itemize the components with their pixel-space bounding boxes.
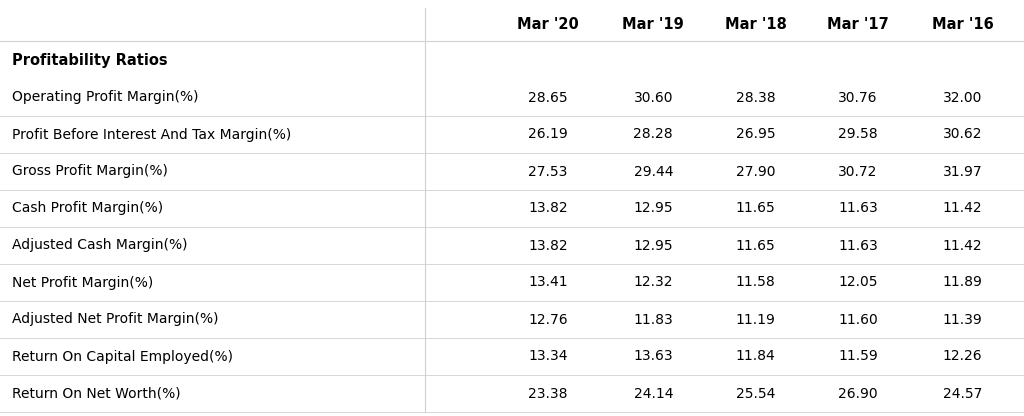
- Text: 11.59: 11.59: [839, 349, 878, 364]
- Text: 11.65: 11.65: [736, 201, 775, 215]
- Text: Profit Before Interest And Tax Margin(%): Profit Before Interest And Tax Margin(%): [12, 127, 292, 141]
- Text: Adjusted Cash Margin(%): Adjusted Cash Margin(%): [12, 238, 187, 253]
- Text: 30.60: 30.60: [634, 91, 673, 104]
- Text: Profitability Ratios: Profitability Ratios: [12, 52, 168, 67]
- Text: 31.97: 31.97: [943, 164, 982, 178]
- Text: 32.00: 32.00: [943, 91, 982, 104]
- Text: 13.82: 13.82: [528, 201, 567, 215]
- Text: Adjusted Net Profit Margin(%): Adjusted Net Profit Margin(%): [12, 312, 219, 327]
- Text: 11.84: 11.84: [736, 349, 775, 364]
- Text: 29.58: 29.58: [839, 127, 878, 141]
- Text: 26.95: 26.95: [736, 127, 775, 141]
- Text: Mar '17: Mar '17: [827, 17, 889, 32]
- Text: 12.95: 12.95: [634, 238, 673, 253]
- Text: 11.19: 11.19: [736, 312, 775, 327]
- Text: 13.41: 13.41: [528, 275, 567, 290]
- Text: Mar '19: Mar '19: [623, 17, 684, 32]
- Text: 11.63: 11.63: [839, 238, 878, 253]
- Text: 11.83: 11.83: [634, 312, 673, 327]
- Text: 30.62: 30.62: [943, 127, 982, 141]
- Text: 24.57: 24.57: [943, 386, 982, 401]
- Text: 23.38: 23.38: [528, 386, 567, 401]
- Text: 29.44: 29.44: [634, 164, 673, 178]
- Text: Return On Net Worth(%): Return On Net Worth(%): [12, 386, 181, 401]
- Text: Mar '20: Mar '20: [517, 17, 579, 32]
- Text: 12.32: 12.32: [634, 275, 673, 290]
- Text: 27.90: 27.90: [736, 164, 775, 178]
- Text: 11.60: 11.60: [839, 312, 878, 327]
- Text: 11.63: 11.63: [839, 201, 878, 215]
- Text: 11.58: 11.58: [736, 275, 775, 290]
- Text: 26.90: 26.90: [839, 386, 878, 401]
- Text: 28.65: 28.65: [528, 91, 567, 104]
- Text: 13.63: 13.63: [634, 349, 673, 364]
- Text: 11.65: 11.65: [736, 238, 775, 253]
- Text: 26.19: 26.19: [528, 127, 567, 141]
- Text: 11.42: 11.42: [943, 238, 982, 253]
- Text: 28.28: 28.28: [634, 127, 673, 141]
- Text: 12.95: 12.95: [634, 201, 673, 215]
- Text: 30.76: 30.76: [839, 91, 878, 104]
- Text: 13.82: 13.82: [528, 238, 567, 253]
- Text: Operating Profit Margin(%): Operating Profit Margin(%): [12, 91, 199, 104]
- Text: 30.72: 30.72: [839, 164, 878, 178]
- Text: Return On Capital Employed(%): Return On Capital Employed(%): [12, 349, 233, 364]
- Text: 12.76: 12.76: [528, 312, 567, 327]
- Text: Net Profit Margin(%): Net Profit Margin(%): [12, 275, 154, 290]
- Text: 11.89: 11.89: [943, 275, 982, 290]
- Text: Gross Profit Margin(%): Gross Profit Margin(%): [12, 164, 168, 178]
- Text: 12.05: 12.05: [839, 275, 878, 290]
- Text: 11.39: 11.39: [943, 312, 982, 327]
- Text: 27.53: 27.53: [528, 164, 567, 178]
- Text: 12.26: 12.26: [943, 349, 982, 364]
- Text: Mar '18: Mar '18: [725, 17, 786, 32]
- Text: Mar '16: Mar '16: [932, 17, 993, 32]
- Text: 11.42: 11.42: [943, 201, 982, 215]
- Text: 24.14: 24.14: [634, 386, 673, 401]
- Text: 13.34: 13.34: [528, 349, 567, 364]
- Text: 28.38: 28.38: [736, 91, 775, 104]
- Text: 25.54: 25.54: [736, 386, 775, 401]
- Text: Cash Profit Margin(%): Cash Profit Margin(%): [12, 201, 164, 215]
